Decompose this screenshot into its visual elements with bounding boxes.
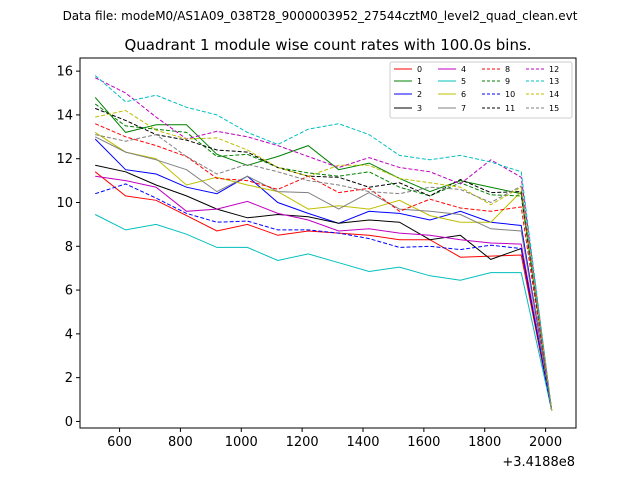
y-tick-label: 2	[65, 371, 73, 386]
x-offset-label: +3.4188e8	[502, 455, 575, 470]
legend-label-10: 10	[505, 90, 515, 99]
y-axis: 0 2 4 6 8 10 12 14 16	[56, 65, 80, 430]
legend-label-0: 0	[417, 65, 422, 74]
series-line-2	[94, 138, 553, 411]
x-axis: 600 800 1000 1200 1400 1600 1800 2000	[107, 428, 562, 450]
y-tick-label: 12	[56, 152, 73, 167]
series-line-4	[95, 175, 553, 411]
y-tick-label: 0	[65, 415, 73, 430]
axes-frame	[79, 57, 577, 429]
x-tick-label: 1000	[225, 435, 258, 450]
x-tick-label: 1400	[346, 435, 379, 450]
legend-label-1: 1	[417, 77, 422, 86]
legend-label-12: 12	[549, 65, 559, 74]
legend-label-11: 11	[505, 104, 515, 113]
series-line-10	[95, 183, 553, 411]
series-line-5	[94, 214, 553, 411]
legend-label-6: 6	[461, 90, 466, 99]
series-line-1	[94, 97, 553, 411]
x-tick-label: 800	[168, 435, 193, 450]
legend-label-7: 7	[461, 104, 466, 113]
y-tick-label: 6	[65, 284, 73, 299]
plot-area	[94, 75, 553, 411]
data-file-label: Data file: modeM0/AS1A09_038T28_90000039…	[63, 9, 578, 23]
legend-label-13: 13	[549, 77, 559, 86]
series-line-7	[94, 136, 553, 411]
x-tick-label: 2000	[529, 435, 562, 450]
y-tick-label: 4	[65, 327, 73, 342]
legend-label-2: 2	[417, 90, 422, 99]
legend-label-5: 5	[461, 77, 466, 86]
legend-label-15: 15	[549, 104, 559, 113]
x-tick-label: 600	[107, 435, 132, 450]
series-line-12	[94, 77, 553, 411]
legend-label-4: 4	[461, 65, 466, 74]
y-tick-label: 16	[56, 65, 73, 80]
y-tick-label: 14	[56, 108, 73, 123]
series-line-13	[94, 75, 553, 411]
series-line-8	[95, 123, 553, 411]
y-tick-label: 8	[65, 240, 73, 255]
x-tick-label: 1600	[407, 435, 440, 450]
series-line-0	[94, 171, 553, 411]
series-line-14	[95, 109, 553, 411]
series-line-15	[95, 134, 553, 411]
series-line-11	[95, 107, 553, 411]
series-line-9	[94, 103, 553, 411]
legend-label-14: 14	[549, 90, 559, 99]
legend-box	[389, 61, 573, 119]
y-tick-label: 10	[56, 196, 73, 211]
chart-title: Quadrant 1 module wise count rates with …	[124, 36, 531, 54]
x-tick-label: 1200	[286, 435, 319, 450]
legend-label-8: 8	[505, 65, 510, 74]
x-tick-label: 1800	[468, 435, 501, 450]
legend-label-9: 9	[505, 77, 510, 86]
legend-label-3: 3	[417, 104, 422, 113]
